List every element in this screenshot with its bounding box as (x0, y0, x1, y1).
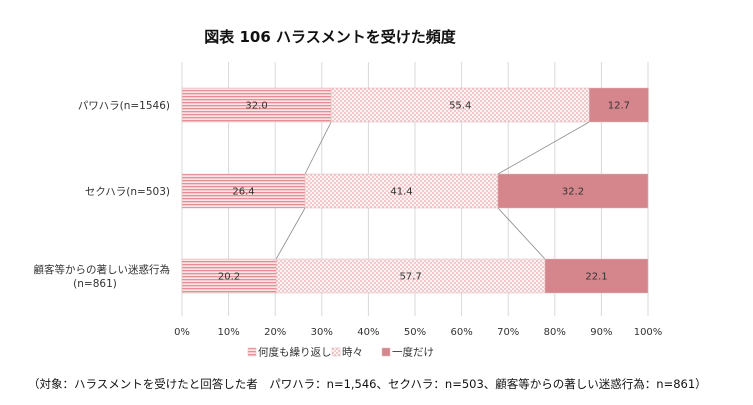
data-label: 57.7 (399, 272, 421, 283)
x-tick-label: 0% (174, 327, 190, 338)
bar-segment (544, 258, 649, 294)
x-tick-label: 20% (264, 327, 286, 338)
x-tick-label: 30% (311, 327, 333, 338)
data-label: 12.7 (608, 101, 630, 112)
data-label: 20.2 (218, 272, 240, 283)
category-label: セクハラ(n=503) (85, 186, 170, 198)
legend-swatch (381, 347, 391, 357)
bar-segment (304, 173, 499, 209)
x-tick-label: 70% (497, 327, 519, 338)
series-line (304, 121, 332, 175)
bar-segment (497, 173, 649, 209)
bar-segment (181, 258, 277, 294)
legend-label: 何度も繰り返し (258, 346, 332, 359)
series-line (497, 121, 590, 175)
x-tick-label: 40% (357, 327, 379, 338)
bar-segment (275, 258, 546, 294)
bar-segment (181, 87, 332, 123)
data-label: 26.4 (232, 187, 254, 198)
data-label: 55.4 (449, 101, 471, 112)
stacked-bar-chart: 32.0 55.4 12.7 26.4 41.4 32.2 20.2 57.7 22.1 0% 1… (34, 62, 663, 359)
series-line (275, 207, 306, 260)
bar-segment (589, 87, 649, 123)
data-label: 32.2 (562, 187, 584, 198)
legend-label: 時々 (342, 347, 363, 359)
chart-title: 図表 106 ハラスメントを受けた頻度 (204, 28, 456, 46)
legend-swatch (331, 347, 341, 357)
series-line (497, 207, 546, 260)
x-tick-label: 100% (634, 327, 663, 338)
bar-segment (181, 173, 306, 209)
data-label: 41.4 (390, 187, 412, 198)
bar-segment (330, 87, 590, 123)
x-tick-label: 50% (404, 327, 426, 338)
data-label: 22.1 (585, 272, 607, 283)
legend-label: 一度だけ (392, 346, 434, 359)
category-label: (n=861) (73, 278, 117, 290)
x-tick-label: 60% (450, 327, 472, 338)
x-tick-label: 80% (544, 327, 566, 338)
x-tick-label: 10% (217, 327, 239, 338)
data-label: 32.0 (245, 101, 267, 112)
category-label: パワハラ(n=1546) (78, 100, 170, 112)
legend-swatch (247, 347, 257, 357)
x-tick-label: 90% (590, 327, 612, 338)
footnote: （対象：ハラスメントを受けたと回答した者 パワハラ：n=1,546、セクハラ：n… (28, 377, 707, 391)
category-label: 顧客等からの著しい迷惑行為 (34, 263, 171, 276)
